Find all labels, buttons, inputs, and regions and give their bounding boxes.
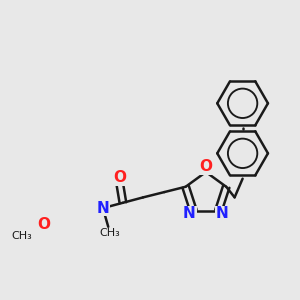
Text: N: N bbox=[216, 206, 229, 221]
Text: O: O bbox=[200, 159, 212, 174]
Text: CH₃: CH₃ bbox=[99, 229, 120, 238]
Text: N: N bbox=[97, 201, 109, 216]
Text: CH₃: CH₃ bbox=[12, 231, 33, 241]
Text: O: O bbox=[113, 170, 126, 185]
Text: N: N bbox=[183, 206, 196, 221]
Text: O: O bbox=[38, 217, 51, 232]
